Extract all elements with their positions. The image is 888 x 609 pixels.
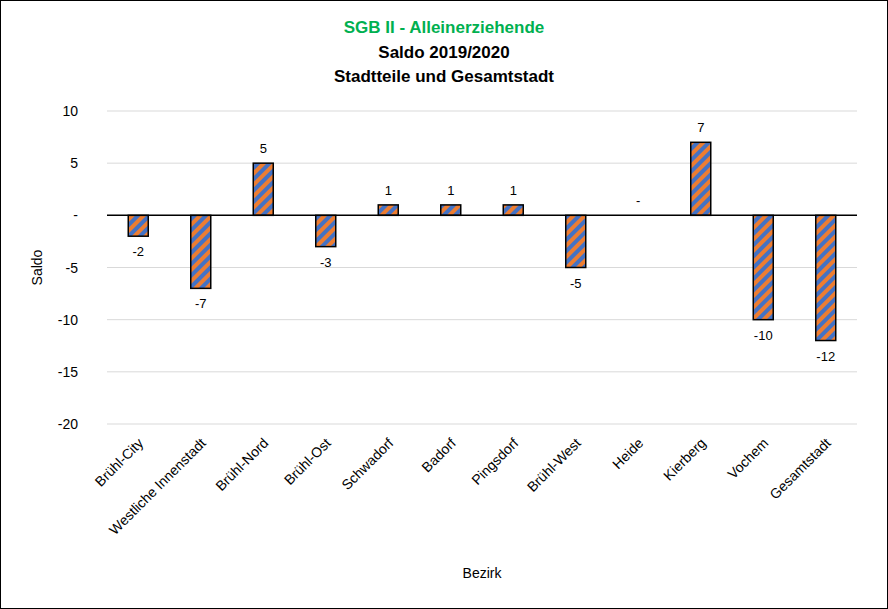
bar bbox=[816, 215, 836, 340]
y-tick-label: 5 bbox=[70, 155, 78, 171]
grid-line bbox=[107, 111, 857, 112]
bar bbox=[253, 163, 273, 215]
x-axis-label: Bezirk bbox=[463, 565, 503, 581]
bar bbox=[378, 205, 398, 215]
x-tick-label: Brühl-Nord bbox=[212, 435, 271, 494]
x-tick-label: Brühl-Ost bbox=[281, 435, 334, 488]
bar bbox=[128, 215, 148, 236]
x-tick-label: Heide bbox=[609, 435, 646, 472]
frame bbox=[1, 1, 888, 609]
data-label: 1 bbox=[510, 183, 517, 198]
x-tick-label: Brühl-West bbox=[524, 435, 584, 495]
data-label: -3 bbox=[320, 255, 332, 270]
grid-line bbox=[107, 371, 857, 372]
bar bbox=[191, 215, 211, 288]
grid-line bbox=[107, 267, 857, 268]
subtitle: Saldo 2019/2020 bbox=[378, 43, 509, 62]
chart: SGB II - Alleinerziehende Saldo 2019/2020… bbox=[0, 0, 888, 609]
y-tick-label: -15 bbox=[58, 364, 78, 380]
bar bbox=[753, 215, 773, 319]
grid-line bbox=[107, 215, 857, 216]
y-tick-label: - bbox=[73, 207, 78, 223]
bar bbox=[566, 215, 586, 267]
data-label: -5 bbox=[570, 276, 582, 291]
bar bbox=[691, 142, 711, 215]
data-label: -2 bbox=[132, 244, 144, 259]
x-tick-label: Pingsdorf bbox=[468, 435, 521, 488]
y-tick-label: 10 bbox=[62, 103, 78, 119]
data-label: -10 bbox=[754, 328, 773, 343]
title: SGB II - Alleinerziehende bbox=[344, 18, 545, 37]
y-axis-label: Saldo bbox=[29, 249, 45, 285]
data-label: 5 bbox=[260, 141, 267, 156]
subtitle: Stadtteile und Gesamtstadt bbox=[334, 67, 554, 86]
bar bbox=[441, 205, 461, 215]
data-label: - bbox=[636, 193, 640, 208]
x-tick-label: Schwadorf bbox=[338, 435, 396, 493]
x-tick-label: Kierberg bbox=[660, 435, 709, 484]
x-tick-label: Brühl-City bbox=[92, 435, 147, 490]
data-label: 1 bbox=[385, 183, 392, 198]
data-label: -12 bbox=[816, 349, 835, 364]
x-tick-label: Vochem bbox=[724, 435, 771, 482]
grid-line bbox=[107, 319, 857, 320]
x-tick-label: Gesamtstadt bbox=[766, 435, 834, 503]
bar bbox=[503, 205, 523, 215]
y-tick-label: -5 bbox=[66, 260, 79, 276]
data-label: -7 bbox=[195, 296, 207, 311]
data-label: 1 bbox=[447, 183, 454, 198]
x-axis-line bbox=[107, 215, 857, 217]
x-tick-label: Badorf bbox=[418, 435, 459, 476]
grid-line bbox=[107, 163, 857, 164]
bar bbox=[316, 215, 336, 246]
grid-line bbox=[107, 424, 857, 425]
y-tick-label: -20 bbox=[58, 416, 78, 432]
y-tick-label: -10 bbox=[58, 312, 78, 328]
bars bbox=[128, 142, 836, 340]
x-tick-label: Westliche Innenstadt bbox=[106, 435, 209, 538]
data-label: 7 bbox=[697, 120, 704, 135]
